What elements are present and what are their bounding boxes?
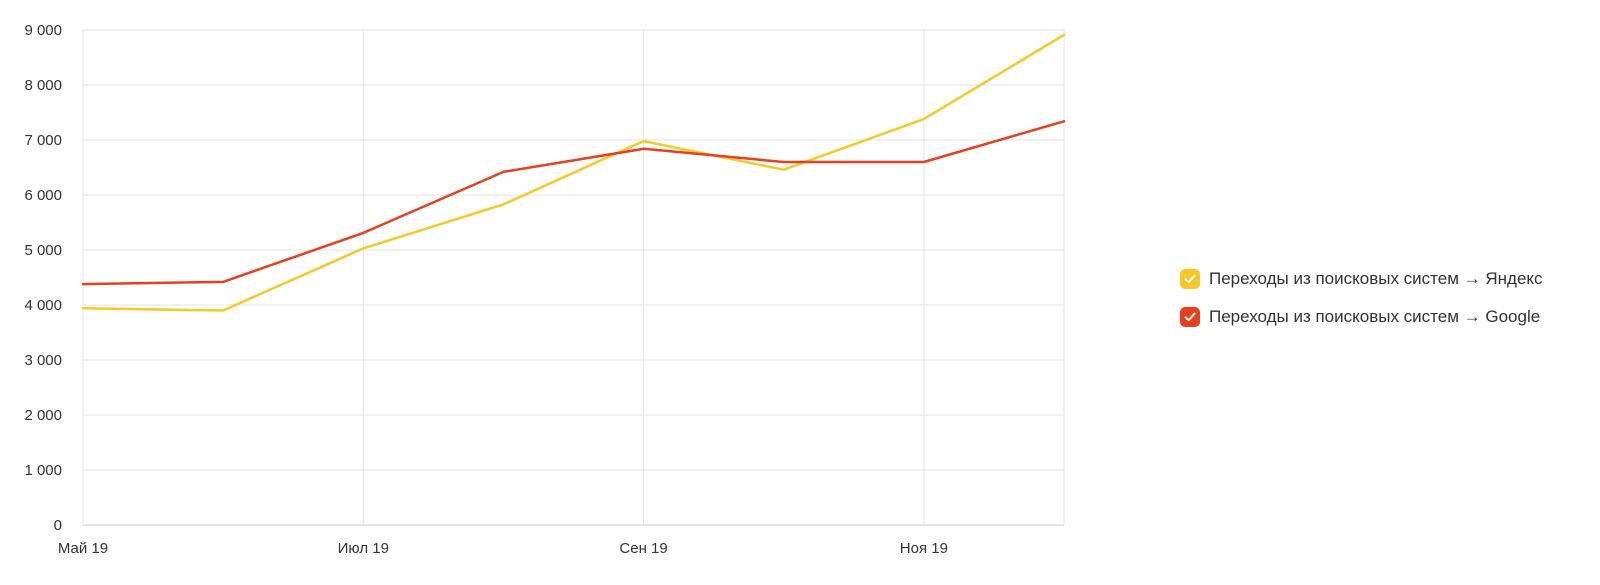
x-tick-label: Сен 19 [619, 540, 667, 557]
line-chart: 0 1 000 2 000 3 000 4 000 5 000 6 000 7 000 8 00… [24, 22, 1066, 557]
legend-label-google: Переходы из поисковых систем → Google [1209, 307, 1541, 326]
y-tick-label: 2 000 [24, 407, 62, 424]
x-tick-label: Июл 19 [338, 540, 389, 557]
legend: Переходы из поисковых систем → Яндекс Пе… [1180, 267, 1590, 343]
legend-checkbox-yandex[interactable] [1180, 269, 1200, 289]
y-tick-label: 7 000 [24, 132, 62, 149]
y-tick-label: 0 [54, 517, 62, 534]
legend-checkbox-google[interactable] [1180, 307, 1200, 327]
y-tick-label: 1 000 [24, 462, 62, 479]
x-tick-label: Май 19 [58, 540, 108, 557]
checkmark-icon [1184, 274, 1196, 284]
series-line-google [81, 120, 1066, 286]
legend-label-yandex: Переходы из поисковых систем → Яндекс [1209, 269, 1543, 288]
x-tick-label: Ноя 19 [900, 540, 948, 557]
y-tick-label: 6 000 [24, 187, 62, 204]
y-tick-label: 9 000 [24, 22, 62, 39]
legend-item-yandex[interactable]: Переходы из поисковых систем → Яндекс [1180, 267, 1590, 291]
y-tick-label: 4 000 [24, 297, 62, 314]
series-line-yandex [81, 33, 1066, 312]
y-tick-label: 3 000 [24, 352, 62, 369]
y-tick-label: 5 000 [24, 242, 62, 259]
y-tick-label: 8 000 [24, 77, 62, 94]
checkmark-icon [1184, 312, 1196, 322]
legend-item-google[interactable]: Переходы из поисковых систем → Google [1180, 305, 1590, 329]
